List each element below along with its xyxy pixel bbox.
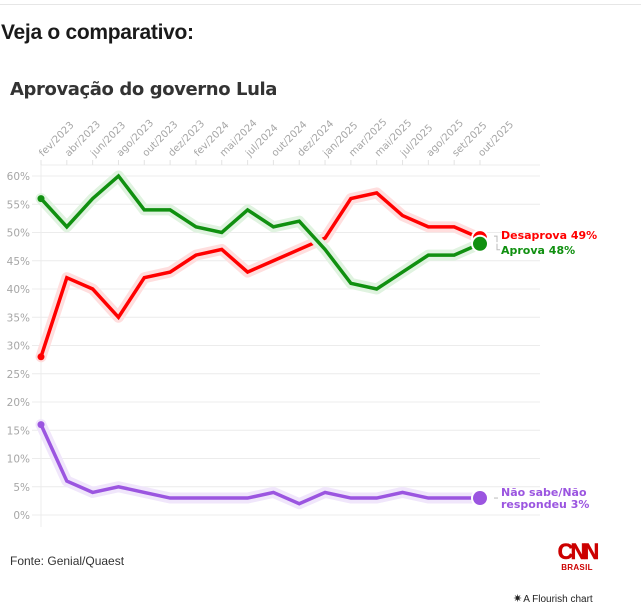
label-connector	[494, 235, 498, 243]
page-heading: Veja o comparativo:	[1, 21, 194, 44]
y-tick-label: 55%	[7, 199, 30, 211]
grid-lines	[32, 164, 540, 527]
series-line-1	[39, 173, 481, 291]
series-start-point	[37, 195, 45, 203]
y-tick-label: 35%	[7, 312, 30, 324]
flourish-star-icon: ✷	[513, 593, 523, 605]
cnn-brasil-logo[interactable]: CNN BRASIL	[554, 539, 600, 573]
flourish-credit[interactable]: ✷A Flourish chart	[513, 592, 593, 605]
label-connector	[496, 243, 500, 251]
series-line-0	[39, 191, 481, 358]
cnn-logo-subtitle: BRASIL	[561, 563, 593, 572]
top-divider	[0, 4, 641, 5]
end-labels: Desaprova 49% Aprova 48% Não sabe/Nãorespo…	[471, 229, 597, 511]
end-label-nao-sabe: respondeu 3%	[501, 498, 589, 511]
series-line-2	[39, 423, 480, 506]
source-note: Fonte: Genial/Quaest	[10, 554, 125, 568]
end-marker	[473, 491, 487, 506]
series-start-point	[37, 421, 45, 429]
series-lines	[35, 170, 486, 510]
end-label-desaprova: Desaprova 49%	[501, 229, 597, 242]
y-tick-label: 30%	[7, 341, 30, 353]
series-start-point	[37, 353, 45, 361]
cnn-logo-mark: CNN	[557, 539, 599, 564]
y-axis: 0% 5% 10% 15% 20% 25% 30% 35% 40% 45% 50% 55% 60%	[7, 171, 30, 522]
flourish-credit-text: A Flourish chart	[523, 594, 593, 605]
end-marker	[473, 236, 487, 251]
y-tick-label: 25%	[7, 369, 30, 381]
y-tick-label: 50%	[7, 228, 30, 240]
series-halo	[35, 419, 486, 510]
y-tick-label: 60%	[7, 171, 30, 183]
end-label-aprova: Aprova 48%	[501, 244, 575, 257]
x-axis: fev/2023abr/2023jun/2023ago/2023out/2023…	[37, 117, 516, 165]
chart-title: Aprovação do governo Lula	[10, 79, 278, 100]
end-label-nao-sabe: Não sabe/Não	[501, 486, 587, 499]
y-tick-label: 0%	[13, 510, 30, 522]
y-tick-label: 40%	[7, 284, 30, 296]
y-tick-label: 20%	[7, 397, 30, 409]
y-tick-label: 10%	[7, 454, 30, 466]
y-tick-label: 5%	[13, 482, 30, 494]
y-tick-label: 45%	[7, 256, 30, 268]
y-tick-label: 15%	[7, 425, 30, 437]
